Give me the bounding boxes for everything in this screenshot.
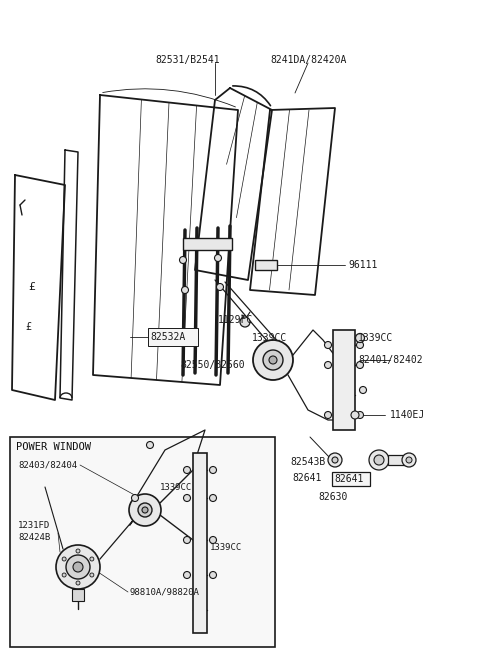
Circle shape (240, 317, 250, 327)
Bar (193, 453, 207, 633)
Text: POWER WINDOW: POWER WINDOW (16, 442, 91, 452)
Circle shape (215, 254, 221, 261)
Circle shape (216, 284, 224, 290)
Circle shape (402, 453, 416, 467)
Circle shape (357, 361, 363, 369)
Text: 82401/82402: 82401/82402 (358, 355, 422, 365)
Circle shape (209, 495, 216, 501)
Bar (10, 437, 275, 647)
Circle shape (183, 537, 191, 543)
Text: 1140EJ: 1140EJ (390, 410, 425, 420)
Circle shape (357, 411, 363, 419)
Circle shape (406, 457, 412, 463)
Circle shape (360, 386, 367, 394)
Circle shape (328, 453, 342, 467)
Circle shape (76, 549, 80, 553)
Circle shape (209, 572, 216, 579)
Circle shape (183, 466, 191, 474)
Circle shape (56, 545, 100, 589)
Circle shape (324, 361, 332, 369)
Text: 1339CC: 1339CC (358, 333, 393, 343)
Circle shape (269, 356, 277, 364)
Circle shape (357, 342, 363, 348)
Text: £: £ (25, 322, 31, 332)
Text: 82424B: 82424B (18, 533, 50, 543)
Circle shape (263, 350, 283, 370)
Circle shape (129, 494, 161, 526)
Circle shape (351, 411, 359, 419)
Circle shape (138, 503, 152, 517)
Circle shape (324, 411, 332, 419)
Text: 1129FC: 1129FC (218, 315, 253, 325)
Bar (183, 238, 232, 250)
Circle shape (332, 457, 338, 463)
Bar (388, 455, 408, 465)
Text: 8241DA/82420A: 8241DA/82420A (270, 55, 347, 65)
Text: 82630: 82630 (318, 492, 348, 502)
Circle shape (132, 495, 139, 501)
Circle shape (90, 573, 94, 577)
Circle shape (180, 256, 187, 263)
Text: 82403/82404: 82403/82404 (18, 461, 77, 470)
Circle shape (62, 573, 66, 577)
Text: 1339CC: 1339CC (252, 333, 287, 343)
Circle shape (324, 342, 332, 348)
Text: 82641: 82641 (292, 473, 322, 483)
Circle shape (209, 537, 216, 543)
Circle shape (183, 495, 191, 501)
Circle shape (253, 340, 293, 380)
Circle shape (90, 557, 94, 561)
Text: 1339CC: 1339CC (160, 484, 192, 493)
Circle shape (374, 455, 384, 465)
Circle shape (76, 581, 80, 585)
Circle shape (369, 450, 389, 470)
Circle shape (73, 562, 83, 572)
Text: 1231FD: 1231FD (18, 520, 50, 530)
Circle shape (183, 572, 191, 579)
Bar (148, 328, 198, 346)
Text: 98810A/98820A: 98810A/98820A (130, 587, 200, 597)
Bar (333, 330, 355, 430)
Text: 82641: 82641 (334, 474, 363, 484)
Bar (332, 472, 370, 486)
Circle shape (209, 466, 216, 474)
Text: 1339CC: 1339CC (210, 543, 242, 551)
Text: 82543B: 82543B (290, 457, 325, 467)
Text: 82532A: 82532A (150, 332, 185, 342)
Circle shape (146, 442, 154, 449)
Circle shape (356, 334, 364, 342)
Circle shape (181, 286, 189, 294)
Circle shape (142, 507, 148, 513)
Bar (255, 260, 277, 270)
Text: 96111: 96111 (348, 260, 377, 270)
Bar (72, 589, 84, 601)
Circle shape (66, 555, 90, 579)
Text: 82550/82560: 82550/82560 (180, 360, 245, 370)
Text: 82531/B2541: 82531/B2541 (155, 55, 220, 65)
Text: £: £ (28, 282, 35, 292)
Circle shape (62, 557, 66, 561)
